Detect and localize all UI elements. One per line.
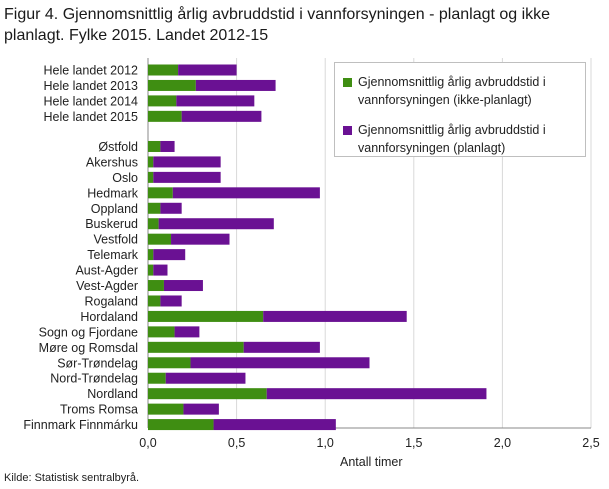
x-axis-label: Antall timer — [340, 455, 403, 469]
bar-planlagt — [160, 140, 175, 152]
category-label: Hedmark — [87, 186, 138, 200]
category-label: Hele landet 2015 — [43, 110, 138, 124]
legend-label-ikke-planlagt: Gjennomsnittlig årlig avbruddstid i vann… — [358, 75, 546, 107]
bar-ikke-planlagt — [148, 79, 196, 91]
bar-planlagt — [153, 249, 186, 261]
source-note: Kilde: Statistisk sentralbyrå. — [4, 472, 140, 484]
bar-planlagt — [174, 326, 200, 338]
bar-ikke-planlagt — [148, 357, 191, 369]
x-tick-label: 0,5 — [228, 436, 245, 450]
chart-legend: Gjennomsnittlig årlig avbruddstid i vann… — [334, 62, 586, 157]
bar-ikke-planlagt — [148, 310, 264, 322]
legend-swatch-ikke-planlagt — [343, 78, 352, 87]
category-label: Oslo — [112, 171, 138, 185]
bar-planlagt — [183, 403, 219, 415]
bar-ikke-planlagt — [148, 264, 154, 276]
category-label: Hele landet 2012 — [43, 64, 138, 78]
category-label: Sogn og Fjordane — [39, 325, 138, 339]
bar-ikke-planlagt — [148, 218, 159, 230]
category-label: Nordland — [87, 387, 138, 401]
bar-ikke-planlagt — [148, 249, 154, 261]
bar-planlagt — [165, 372, 246, 384]
bar-ikke-planlagt — [148, 64, 179, 76]
bar-planlagt — [176, 95, 255, 107]
bar-ikke-planlagt — [148, 295, 161, 307]
bar-planlagt — [153, 264, 168, 276]
x-tick-label: 1,5 — [405, 436, 422, 450]
x-tick-label: 0,0 — [139, 436, 156, 450]
category-label: Vest-Agder — [76, 279, 138, 293]
category-label: Akershus — [86, 155, 138, 169]
x-tick-label: 2,0 — [494, 436, 511, 450]
x-tick-label: 1,0 — [317, 436, 334, 450]
bar-ikke-planlagt — [148, 403, 184, 415]
category-label: Hele landet 2013 — [43, 79, 138, 93]
bar-ikke-planlagt — [148, 140, 161, 152]
bar-ikke-planlagt — [148, 233, 172, 245]
category-label: Buskerud — [85, 217, 138, 231]
bar-ikke-planlagt — [148, 372, 166, 384]
category-label: Nord-Trøndelag — [50, 372, 138, 386]
bar-planlagt — [171, 233, 230, 245]
x-tick-label: 2,5 — [582, 436, 599, 450]
category-label: Hele landet 2014 — [43, 94, 138, 108]
bar-ikke-planlagt — [148, 95, 177, 107]
bar-planlagt — [263, 310, 407, 322]
bar-ikke-planlagt — [148, 156, 154, 168]
x-tick-labels: 0,0 0,5 1,0 1,5 2,0 2,5 — [139, 436, 599, 450]
category-label: Østfold — [98, 140, 138, 154]
category-label: Sør-Trøndelag — [57, 356, 138, 370]
bar-planlagt — [153, 171, 221, 183]
category-label: Troms Romsa — [60, 403, 138, 417]
bar-planlagt — [181, 110, 262, 122]
category-label: Finnmark Finnmárku — [23, 418, 138, 432]
bar-planlagt — [266, 388, 487, 400]
category-label: Oppland — [91, 202, 138, 216]
bar-ikke-planlagt — [148, 202, 161, 214]
category-label: Hordaland — [80, 310, 138, 324]
bar-planlagt — [172, 187, 320, 199]
bar-planlagt — [178, 64, 237, 76]
bar-ikke-planlagt — [148, 388, 267, 400]
bar-planlagt — [163, 280, 203, 292]
category-label: Aust-Agder — [75, 264, 138, 278]
bar-ikke-planlagt — [148, 326, 175, 338]
category-label: Møre og Romsdal — [39, 341, 138, 355]
bar-planlagt — [160, 295, 182, 307]
category-label: Rogaland — [84, 294, 138, 308]
chart-title: Figur 4. Gjennomsnittlig årlig avbruddst… — [4, 6, 551, 44]
bar-planlagt — [160, 202, 182, 214]
bar-planlagt — [190, 357, 370, 369]
bar-planlagt — [243, 341, 320, 353]
bar-planlagt — [153, 156, 221, 168]
bar-planlagt — [195, 79, 276, 91]
bar-ikke-planlagt — [148, 419, 214, 431]
bar-ikke-planlagt — [148, 171, 154, 183]
bars — [148, 64, 487, 431]
bar-ikke-planlagt — [148, 110, 182, 122]
category-label: Vestfold — [94, 233, 139, 247]
bar-ikke-planlagt — [148, 341, 244, 353]
bar-ikke-planlagt — [148, 280, 164, 292]
bar-planlagt — [213, 419, 336, 431]
legend-label-planlagt: Gjennomsnittlig årlig avbruddstid i vann… — [358, 123, 546, 155]
category-label: Telemark — [87, 248, 138, 262]
bar-planlagt — [158, 218, 274, 230]
legend-swatch-planlagt — [343, 126, 352, 135]
bar-ikke-planlagt — [148, 187, 173, 199]
